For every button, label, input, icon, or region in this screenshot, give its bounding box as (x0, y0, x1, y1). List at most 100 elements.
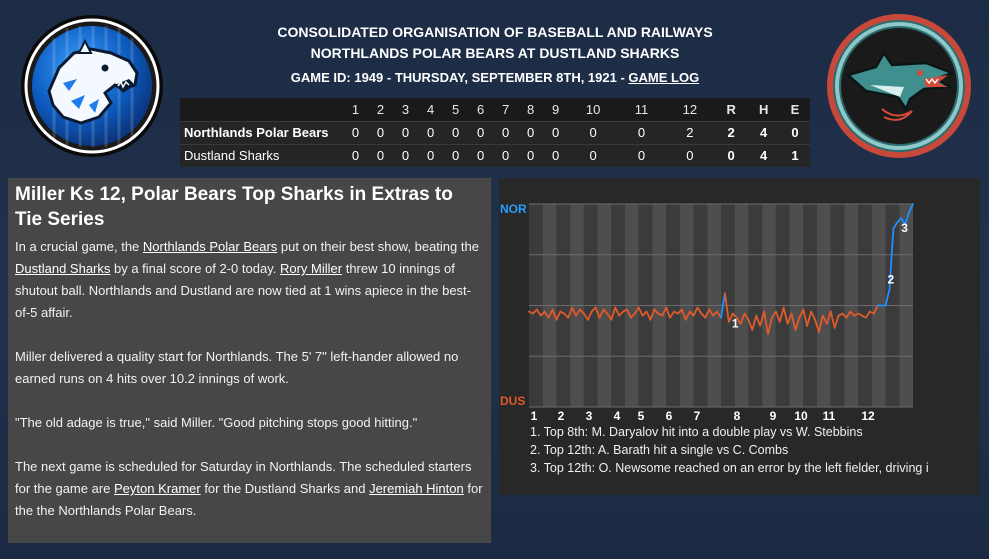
chart-top-label: NOR (500, 202, 527, 216)
inning-score: 0 (589, 125, 597, 140)
win-probability-segment (763, 310, 769, 335)
win-probability-segment (767, 316, 773, 335)
chart-x-tick-label: 6 (666, 409, 673, 423)
inning-score: 0 (351, 125, 360, 140)
inning-header: 9 (552, 101, 560, 117)
key-event-item: 2. Top 12th: A. Barath hit a single vs C… (530, 443, 789, 457)
inning-score: 0 (376, 148, 385, 164)
league-name: CONSOLIDATED ORGANISATION OF BASEBALL AN… (277, 24, 713, 40)
win-probability-segment (735, 316, 742, 325)
key-events-list: 1. Top 8th: M. Daryalov hit into a doubl… (530, 423, 980, 477)
win-probability-segment (633, 306, 640, 315)
inning-score: 0 (686, 148, 694, 164)
game-recap-article: Miller Ks 12, Polar Bears Top Sharks in … (8, 178, 491, 543)
errors-header: E (790, 101, 800, 117)
win-probability-segment (720, 292, 726, 319)
chart-x-tick-label: 8 (734, 409, 741, 423)
win-probability-segment (810, 310, 816, 321)
win-probability-segment (626, 308, 632, 319)
win-probability-segment (872, 304, 879, 315)
win-probability-segment (582, 312, 589, 321)
win-probability-segment (653, 308, 660, 315)
win-probability-segment (759, 310, 766, 327)
win-probability-segment (567, 306, 574, 319)
hits-total: 4 (760, 148, 768, 164)
hits-total: 4 (760, 125, 768, 140)
player-link-rory-miller[interactable]: Rory Miller (279, 261, 343, 276)
inning-header: 10 (585, 101, 601, 117)
article-text: by a final score of 2-0 today. (110, 261, 280, 276)
line-score-row-home: Dustland Sharks 0 0 0 0 0 0 0 0 0 0 0 0 … (180, 144, 810, 167)
win-probability-segment (747, 318, 754, 331)
chart-x-tick-label: 5 (638, 409, 645, 423)
inning-header: 12 (682, 101, 698, 117)
win-probability-segment (645, 310, 652, 321)
win-probability-segment (814, 318, 820, 333)
chart-x-tick-label: 9 (770, 409, 777, 423)
win-probability-segment (884, 288, 891, 307)
inning-header: 1 (351, 101, 360, 117)
win-probability-segment (629, 312, 636, 319)
inning-score: 0 (476, 125, 485, 140)
win-probability-segment (606, 312, 613, 321)
matchup-title: NORTHLANDS POLAR BEARS AT DUSTLAND SHARK… (310, 45, 680, 61)
player-link-jeremiah-hinton[interactable]: Jeremiah Hinton (369, 481, 464, 496)
article-paragraph: The next game is scheduled for Saturday … (15, 456, 484, 522)
inning-score: 0 (451, 125, 460, 140)
win-probability-segment (669, 310, 675, 319)
player-link-peyton-kramer[interactable]: Peyton Kramer (114, 481, 201, 496)
team-name[interactable]: Dustland Sharks (184, 148, 280, 164)
win-probability-panel: NOR DUS 1 2 3 4 5 6 7 8 9 10 11 12 1 2 3 1. Top 8th: M. … (499, 178, 980, 495)
chart-x-tick-label: 10 (794, 409, 808, 423)
win-probability-segment (802, 308, 809, 327)
line-score-header-row: 1 2 3 4 5 6 7 8 9 10 11 12 R H E (180, 98, 810, 121)
article-text: for the the Northlands Polar Bears. (15, 481, 483, 518)
article-headline: Miller Ks 12, Polar Bears Top Sharks in … (15, 184, 453, 230)
key-event-marker: 2 (887, 272, 894, 286)
win-probability-segment (684, 310, 691, 321)
inning-score: 0 (637, 125, 646, 140)
win-probability-segment (696, 306, 703, 315)
key-event-item: 3. Top 12th: O. Newsome reached on an er… (530, 461, 929, 475)
win-probability-segment (586, 310, 593, 321)
inning-header: 7 (501, 101, 510, 117)
game-info-text: GAME ID: 1949 - THURSDAY, SEPTEMBER 8TH,… (290, 70, 629, 85)
article-paragraph: "The old adage is true," said Miller. "G… (15, 415, 418, 430)
win-probability-segment (841, 312, 848, 319)
inning-score: 0 (589, 148, 597, 164)
team-name[interactable]: Northlands Polar Bears (184, 125, 329, 140)
line-score-table: 1 2 3 4 5 6 7 8 9 10 11 12 R H E Northla… (180, 98, 810, 167)
win-probability-segment (712, 310, 718, 317)
win-probability-segment (794, 316, 801, 331)
game-log-link[interactable]: GAME LOG (628, 70, 700, 85)
win-probability-segment (743, 312, 750, 321)
win-probability-segment (755, 314, 762, 327)
inning-score: 0 (501, 148, 510, 164)
win-probability-segment (594, 306, 601, 319)
chart-x-tick-label: 4 (614, 409, 621, 423)
line-score-row-away: Northlands Polar Bears 0 0 0 0 0 0 0 0 0… (180, 121, 810, 144)
inning-score: 0 (552, 125, 560, 140)
inning-score: 0 (426, 125, 435, 140)
win-probability-segment (724, 292, 730, 323)
runs-header: R (726, 101, 736, 117)
win-probability-segment (751, 314, 758, 331)
win-probability-segment (571, 306, 577, 317)
win-probability-segment (818, 314, 824, 333)
win-probability-segment (904, 211, 910, 226)
win-probability-segment (637, 306, 644, 317)
win-probability-segment (614, 306, 621, 317)
win-probability-segment (543, 310, 550, 319)
inning-header: 6 (476, 101, 485, 117)
win-probability-segment (896, 217, 903, 224)
inning-header: 8 (527, 101, 535, 117)
win-probability-segment (532, 308, 538, 315)
win-probability-segment (782, 306, 789, 325)
win-probability-segment (692, 306, 699, 317)
team-link-northlands[interactable]: Northlands Polar Bears (142, 239, 278, 254)
win-probability-segment (833, 314, 840, 329)
article-text: The next game is scheduled for Saturday … (15, 459, 472, 496)
team-link-dustland[interactable]: Dustland Sharks (15, 261, 111, 276)
win-probability-segment (579, 308, 585, 315)
